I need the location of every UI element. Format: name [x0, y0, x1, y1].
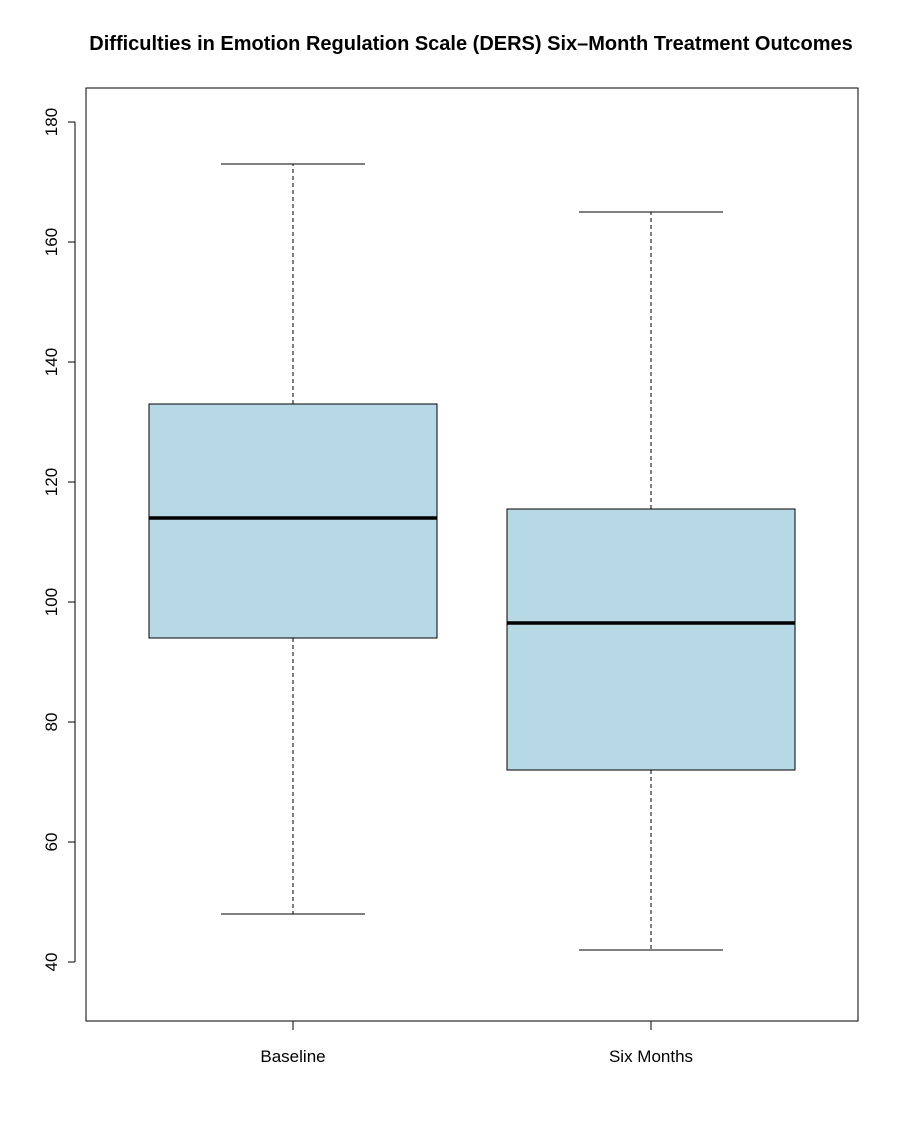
box-group-1	[148, 163, 438, 915]
box-group-2	[506, 211, 796, 951]
x-tick-label-1: Baseline	[260, 1047, 325, 1066]
y-tick-label-80: 80	[42, 713, 61, 732]
plot-frame	[85, 87, 859, 1022]
boxes-layer	[148, 163, 796, 951]
x-axis: Baseline Six Months	[260, 1021, 693, 1066]
y-axis: 40 60 80 100 120 140 160 180	[42, 108, 76, 972]
iqr-box-1	[148, 403, 438, 639]
y-tick-label-100: 100	[42, 588, 61, 616]
y-tick-label-60: 60	[42, 833, 61, 852]
y-tick-label-140: 140	[42, 348, 61, 376]
x-tick-label-2: Six Months	[609, 1047, 693, 1066]
iqr-box-2	[506, 508, 796, 771]
y-tick-label-160: 160	[42, 228, 61, 256]
y-tick-label-180: 180	[42, 108, 61, 136]
y-tick-label-120: 120	[42, 468, 61, 496]
chart-title: Difficulties in Emotion Regulation Scale…	[89, 33, 852, 55]
y-tick-label-40: 40	[42, 953, 61, 972]
